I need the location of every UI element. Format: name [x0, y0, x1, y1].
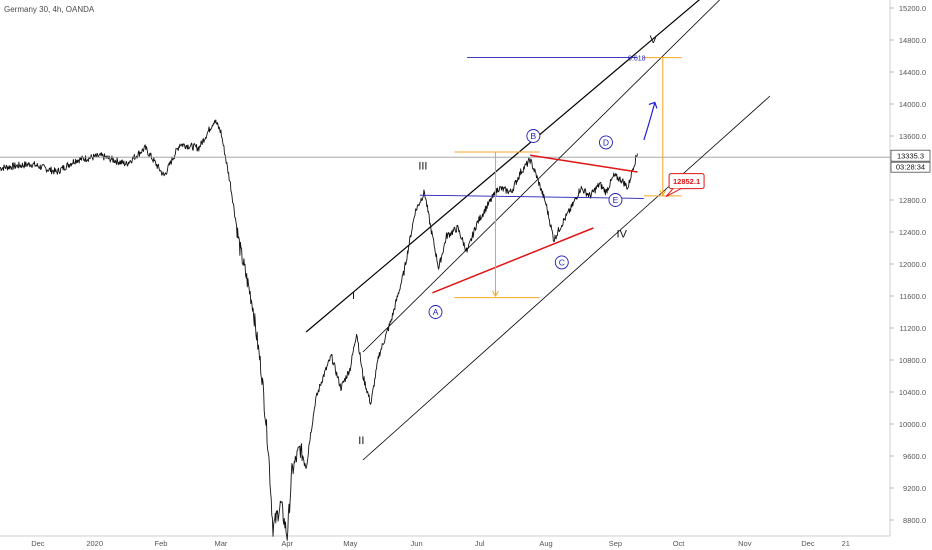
y-tick-label: 8800.0 [903, 516, 926, 525]
corrective-label-circle [599, 135, 613, 150]
chart-title: Germany 30, 4h, OANDA [4, 5, 95, 14]
y-tick-label: 14000.0 [899, 100, 926, 109]
corrective-label: A [433, 307, 439, 317]
wave-label: III [418, 161, 427, 173]
last-price-value: 13335.3 [897, 152, 924, 161]
channel-lower-line[interactable] [362, 95, 771, 461]
y-tick-label: 9600.0 [903, 452, 926, 461]
y-tick-label: 10800.0 [899, 356, 926, 365]
target-projection-arrow-head [659, 189, 667, 197]
countdown-badge [890, 161, 931, 173]
wave-label: IV [617, 229, 628, 241]
triangle-base-line[interactable] [419, 194, 644, 199]
y-tick-label: 9200.0 [903, 484, 926, 493]
y-tick-label: 10400.0 [899, 388, 926, 397]
channel-outer-line[interactable] [305, 0, 704, 333]
y-tick-label: 12400.0 [899, 228, 926, 237]
wave-label: II [358, 435, 364, 447]
triangle-lower-line[interactable] [432, 227, 594, 294]
x-tick-label: Jul [475, 539, 485, 548]
price-series-line[interactable] [0, 119, 638, 541]
corrective-label-circle [526, 129, 541, 143]
x-tick-label: Sep [609, 539, 622, 548]
y-tick-label: 11200.0 [899, 324, 926, 333]
x-tick-label: Dec [801, 539, 815, 548]
x-tick-label: Feb [154, 539, 167, 548]
price-callout-box [668, 173, 705, 190]
wave-label: I [352, 290, 355, 302]
corrective-label: B [531, 131, 537, 141]
y-tick-label: 15200.0 [899, 4, 926, 13]
projection-arrow[interactable] [643, 102, 656, 141]
y-tick-label: 11600.0 [899, 292, 926, 301]
y-tick-label: 14800.0 [899, 36, 926, 45]
last-price-badge [890, 149, 931, 162]
fib-label: 0.618 [628, 56, 646, 63]
y-tick-label: 12800.0 [899, 196, 926, 205]
x-tick-label: Nov [738, 539, 752, 548]
x-tick-label: Oct [673, 539, 686, 548]
x-tick-label: May [343, 539, 357, 548]
x-tick-label: Dec [31, 539, 45, 548]
y-tick-label: 14400.0 [899, 68, 926, 77]
projection-arrow-head [648, 101, 658, 109]
countdown-value: 03:28:34 [896, 163, 925, 172]
x-tick-label: Apr [281, 539, 293, 548]
corrective-label: E [613, 195, 619, 205]
price-callout-tail [665, 188, 682, 198]
corrective-label-circle [554, 255, 569, 270]
y-tick-label: 13600.0 [899, 132, 926, 141]
x-tick-label: 2020 [86, 539, 103, 548]
y-tick-label: 10000.0 [899, 420, 926, 429]
corrective-label: C [559, 258, 565, 268]
x-tick-label: Jun [411, 539, 423, 548]
x-tick-label: Aug [539, 539, 552, 548]
corrective-label: D [603, 138, 609, 148]
x-tick-label: Mar [214, 539, 227, 548]
channel-upper-line[interactable] [362, 0, 720, 353]
measure-arrow-head [492, 290, 499, 297]
triangle-upper-line[interactable] [530, 154, 638, 173]
corrective-label-circle [608, 193, 623, 207]
y-tick-label: 12000.0 [899, 260, 926, 269]
wave-label: V [650, 34, 658, 46]
price-callout-text: 12852.1 [673, 177, 700, 186]
x-tick-label: 21 [842, 539, 850, 548]
corrective-label-circle [428, 305, 443, 319]
